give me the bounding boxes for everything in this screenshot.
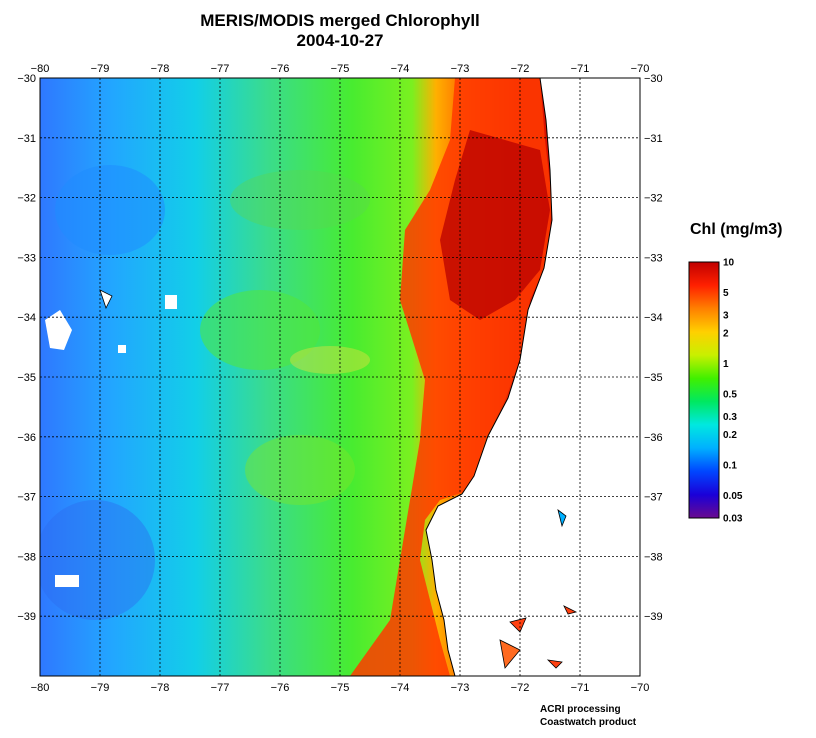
offshore-low-patch [55, 165, 165, 255]
island-patch [557, 509, 567, 528]
lon-tick-label-top: −75 [331, 63, 350, 75]
map-frame [39, 77, 641, 677]
lon-tick-label-bottom: −78 [151, 682, 170, 694]
lon-tick-label-bottom: −75 [331, 682, 350, 694]
colorbar-tick-label: 0.2 [723, 430, 737, 441]
lon-tick-label-bottom: −72 [511, 682, 530, 694]
yellow-filament [290, 346, 370, 374]
lat-tick-label-left: −33 [17, 252, 36, 264]
green-eddy [245, 435, 355, 505]
island-patch [509, 617, 527, 633]
colorbar-tick-label: 0.5 [723, 390, 737, 401]
lon-tick-label-top: −80 [31, 63, 50, 75]
lat-tick-label-left: −30 [17, 73, 36, 85]
product-credit: Coastwatch product [540, 717, 637, 728]
lat-tick-label-left: −37 [17, 492, 36, 504]
colorbar-tick-label: 0.3 [723, 412, 737, 423]
cloud-gap [165, 295, 177, 309]
lat-tick-label-left: −39 [17, 611, 36, 623]
island-patch [563, 605, 578, 615]
lon-tick-label-top: −74 [391, 63, 410, 75]
lat-tick-label-left: −34 [17, 312, 36, 324]
lat-tick-label-right: −37 [644, 492, 663, 504]
colorbar-ramp [688, 261, 720, 519]
lat-tick-label-left: −36 [17, 432, 36, 444]
processing-credit: ACRI processing [540, 704, 621, 715]
cloud-gap [118, 345, 126, 353]
colorbar-tick-label: 1 [723, 359, 729, 370]
lat-tick-label-right: −36 [644, 432, 663, 444]
lon-tick-label-bottom: −74 [391, 682, 410, 694]
high-chlorophyll-core [440, 130, 550, 320]
island-patch [499, 639, 521, 669]
colorbar-tick-label: 2 [723, 328, 729, 339]
lon-tick-label-bottom: −73 [451, 682, 470, 694]
lon-tick-label-bottom: −70 [631, 682, 650, 694]
green-eddy [230, 170, 370, 230]
colorbar-tick-label: 0.1 [723, 460, 737, 471]
colorbar-title: Chl (mg/m3) [690, 221, 783, 238]
lat-tick-label-right: −35 [644, 372, 663, 384]
lat-tick-label-right: −31 [644, 133, 663, 145]
lat-tick-label-right: −39 [644, 611, 663, 623]
colorbar-tick-label: 0.05 [723, 491, 743, 502]
map-tick-labels: −80 −80 −79 −79 −78 −78 −77 −77 −76 −76 −75 −75 −74 −… [17, 63, 662, 694]
colorbar-tick-labels: 10 5 3 2 1 0.5 0.3 0.2 0.1 0.05 0.03 [723, 258, 743, 525]
colorbar-tick-label: 5 [723, 288, 729, 299]
lon-tick-label-top: −71 [571, 63, 590, 75]
lat-tick-label-left: −32 [17, 193, 36, 205]
cloud-gap [55, 575, 79, 587]
lat-tick-label-left: −38 [17, 551, 36, 563]
lat-tick-label-left: −31 [17, 133, 36, 145]
island-marker [99, 289, 113, 310]
lat-tick-label-right: −30 [644, 73, 663, 85]
map-field [40, 78, 640, 676]
map-gridlines [40, 78, 640, 676]
lat-tick-label-right: −34 [644, 312, 663, 324]
lon-tick-label-top: −73 [451, 63, 470, 75]
lon-tick-label-bottom: −80 [31, 682, 50, 694]
lat-tick-label-right: −32 [644, 193, 663, 205]
colorbar-tick-label: 10 [723, 258, 735, 269]
offshore-low-patch [40, 500, 155, 620]
colorbar-tick-label: 3 [723, 311, 729, 322]
lon-tick-label-bottom: −79 [91, 682, 110, 694]
island-patch [546, 659, 563, 669]
lon-tick-label-top: −70 [631, 63, 650, 75]
lat-tick-label-right: −33 [644, 252, 663, 264]
lon-tick-label-top: −78 [151, 63, 170, 75]
colorbar-tick-label: 0.03 [723, 514, 743, 525]
lon-tick-label-bottom: −77 [211, 682, 230, 694]
lon-tick-label-bottom: −71 [571, 682, 590, 694]
lon-tick-label-top: −76 [271, 63, 290, 75]
lat-tick-label-left: −35 [17, 372, 36, 384]
map-date: 2004-10-27 [296, 31, 384, 50]
green-eddy [200, 290, 320, 370]
lat-tick-label-right: −38 [644, 551, 663, 563]
cloud-gap [45, 310, 72, 350]
lon-tick-label-bottom: −76 [271, 682, 290, 694]
lon-tick-label-top: −77 [211, 63, 230, 75]
lon-tick-label-top: −79 [91, 63, 110, 75]
lon-tick-label-top: −72 [511, 63, 530, 75]
map-title: MERIS/MODIS merged Chlorophyll [200, 11, 480, 30]
